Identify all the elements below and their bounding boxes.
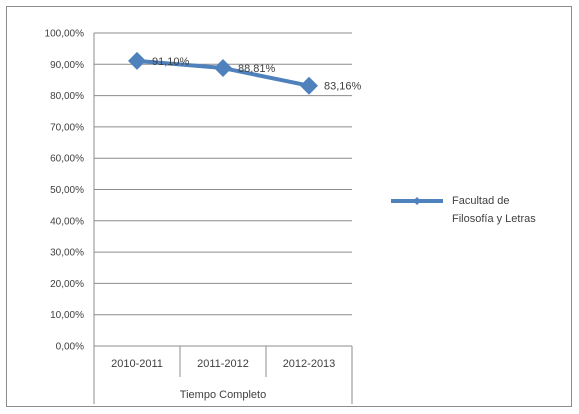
x-category-label: 2010-2011	[111, 358, 163, 370]
data-label: 88,81%	[238, 63, 276, 75]
legend-label: Facultad de	[452, 195, 509, 207]
x-category-label: 2012-2013	[283, 358, 336, 370]
legend: Facultad de Filosofía y Letras	[391, 195, 536, 225]
y-tick-label: 100,00%	[45, 29, 85, 40]
y-tick-label: 10,00%	[50, 310, 84, 321]
x-axis: 2010-2011 2011-2012 2012-2013 Tiempo Comple…	[93, 33, 353, 404]
y-tick-label: 70,00%	[50, 122, 84, 133]
legend-label: Filosofía y Letras	[452, 213, 536, 225]
y-tick-label: 60,00%	[50, 154, 84, 165]
data-label: 83,16%	[324, 81, 362, 93]
data-label: 91,10%	[152, 56, 190, 68]
y-axis-labels: 0,00% 10,00% 20,00% 30,00% 40,00% 50,00% 60,00…	[45, 29, 85, 353]
y-tick-label: 40,00%	[50, 216, 84, 227]
legend-marker	[413, 197, 421, 205]
y-tick-label: 90,00%	[50, 60, 84, 71]
data-point-marker	[128, 51, 146, 70]
y-tick-label: 20,00%	[50, 279, 84, 290]
chart-frame: 0,00% 10,00% 20,00% 30,00% 40,00% 50,00% 60,00…	[6, 6, 572, 407]
x-category-label: 2011-2012	[197, 358, 249, 370]
series-layer: 91,10% 88,81% 83,16%	[128, 51, 362, 95]
data-point-marker	[300, 76, 318, 95]
y-tick-label: 30,00%	[50, 248, 84, 259]
data-point-marker	[214, 59, 232, 78]
y-tick-label: 0,00%	[56, 342, 84, 353]
line-chart: 0,00% 10,00% 20,00% 30,00% 40,00% 50,00% 60,00…	[45, 29, 536, 404]
x-group-label: Tiempo Completo	[180, 389, 266, 401]
y-tick-label: 50,00%	[50, 185, 84, 196]
y-tick-label: 80,00%	[50, 91, 84, 102]
